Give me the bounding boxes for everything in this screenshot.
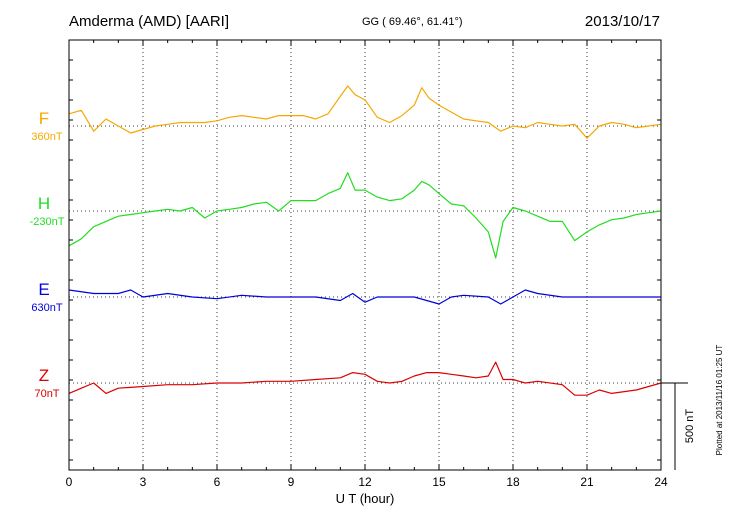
scale-bar: 500 nT (661, 382, 696, 470)
x-tick-label: 24 (654, 475, 668, 489)
x-tick-label: 3 (140, 475, 147, 489)
x-tick-label: 0 (66, 475, 73, 489)
series-baseline-E: 630nT (31, 302, 62, 314)
plot-date: 2013/10/17 (585, 13, 660, 30)
plotted-at-note: Plotted at 2013/11/16 01:25 UT (715, 345, 724, 456)
x-tick-label: 21 (580, 475, 594, 489)
series-line-Z (68, 361, 662, 396)
x-tick-label: 15 (432, 475, 446, 489)
series-line-F (68, 85, 662, 139)
station-title: Amderma (AMD) [AARI] (69, 13, 229, 30)
tick-layer: 0 3 6 9 12 15 18 21 24 (66, 40, 668, 489)
series-baseline-F: 360nT (31, 131, 62, 143)
x-axis-label: U T (hour) (336, 491, 395, 506)
station-coordinates: GG ( 69.46°, 61.41°) (362, 16, 463, 28)
x-tick-label: 6 (214, 475, 221, 489)
series-name-H: H (38, 194, 50, 213)
series-name-Z: Z (39, 366, 49, 385)
series-baseline-Z: 70nT (34, 388, 59, 400)
scale-bar-label: 500 nT (684, 409, 696, 444)
x-tick-label: 12 (358, 475, 372, 489)
series-layer (68, 85, 662, 396)
series-line-E (68, 289, 661, 305)
series-baseline-H: -230nT (30, 216, 65, 228)
series-name-E: E (38, 280, 49, 299)
x-tick-label: 18 (506, 475, 520, 489)
label-layer: F 360nT H -230nT E 630nT Z 70nT (30, 109, 65, 400)
series-name-F: F (39, 109, 49, 128)
series-line-H (68, 172, 662, 259)
grid-layer (69, 40, 661, 470)
x-tick-label: 9 (288, 475, 295, 489)
